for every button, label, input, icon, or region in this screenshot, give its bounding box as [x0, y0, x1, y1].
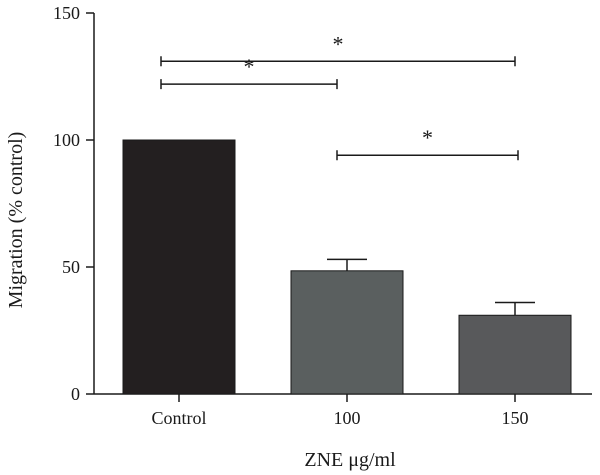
x-tick-label: 150	[502, 408, 529, 428]
significance-brackets: * * *	[160, 31, 519, 161]
bars	[122, 139, 572, 395]
x-tick-label: 100	[334, 408, 361, 428]
significance-star: *	[422, 125, 433, 150]
y-axis-label: Migration (% control)	[5, 132, 27, 309]
x-tick-label: Control	[151, 408, 206, 428]
x-tick-labels: Control 100 150	[151, 394, 529, 428]
bar-150	[458, 314, 572, 395]
y-tick-label: 100	[53, 130, 80, 150]
bar-100	[290, 270, 404, 395]
x-axis-label: ZNE μg/ml	[304, 449, 396, 471]
bar-control	[122, 139, 236, 395]
y-tick-label: 150	[53, 3, 80, 23]
y-tick-label: 0	[71, 384, 80, 404]
y-tick-label: 50	[62, 257, 80, 277]
significance-star: *	[244, 54, 255, 79]
significance-star: *	[333, 31, 344, 56]
error-bars	[327, 258, 535, 316]
y-ticks: 0 50 100 150	[53, 3, 94, 404]
